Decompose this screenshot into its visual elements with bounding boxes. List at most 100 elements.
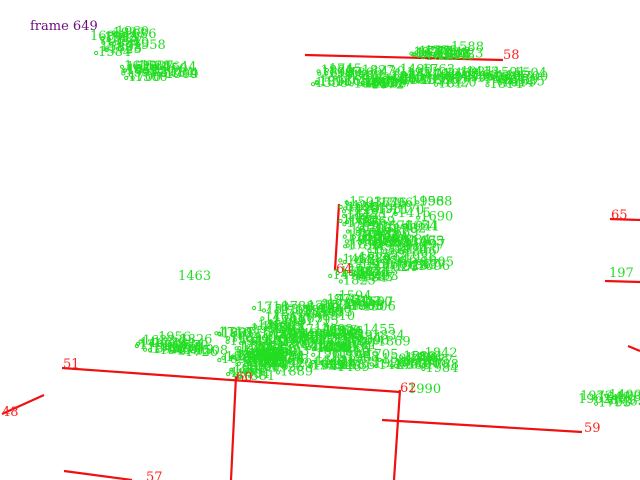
track-id-glyph: 1715 [306,314,339,329]
track-id-glyph: 1406 [264,311,297,326]
track-point [244,353,249,358]
track-id-glyph: 1804 [410,350,443,365]
track-label-1972: 1972 [580,389,613,404]
track-point [180,350,186,355]
track-point [439,81,444,86]
track-id-glyph: 1617 [438,77,471,92]
track-point [308,364,313,369]
track-point [322,298,327,303]
track-id-glyph: 1896 [255,346,288,361]
track-point [263,326,268,331]
track-point [343,244,348,249]
track-id-glyph: 1682 [317,340,350,355]
track-id-glyph: 1981 [377,202,410,217]
track-label-1525: 1525 [126,60,159,75]
track-point [380,258,385,263]
track-point [441,72,446,77]
track-point [342,213,347,219]
track-point [373,340,378,345]
track-id-glyph: 1427 [111,31,144,46]
segment-197 [604,279,640,284]
track-point [316,328,321,333]
track-point [374,363,379,369]
track-point [147,71,152,76]
track-point [340,343,345,348]
track-point [399,256,404,261]
track-point [251,352,256,357]
track-point [268,335,273,340]
track-point [248,361,253,366]
track-id-glyph: 1588 [419,194,452,209]
track-id-glyph: 1470 [435,46,468,61]
track-id-glyph: 1469 [337,360,370,375]
track-id-glyph: 1786 [346,216,379,231]
track-point [356,300,361,306]
track-point [389,363,394,368]
track-point [343,206,348,211]
track-point [121,71,126,76]
track-point [441,76,446,81]
track-point [344,270,349,275]
track-point [124,75,129,81]
track-point [349,82,354,87]
track-point [231,332,236,338]
track-id-glyph: 1902 [261,350,294,365]
track-id-glyph: 1951 [407,66,440,81]
track-id-glyph: 1923 [307,302,340,317]
track-id-glyph: 1838 [425,49,458,64]
track-point [407,240,412,245]
track-id-glyph: 1696 [356,334,389,349]
track-id-glyph: 1648 [332,358,365,373]
track-point [426,78,432,83]
track-point [268,331,273,336]
track-id-glyph: 1877 [420,353,453,368]
track-id-glyph: 1484 [408,67,441,82]
track-point [342,355,347,360]
track-point [338,218,343,224]
track-point [155,349,160,354]
track-id-glyph: 1524 [241,340,274,355]
track-id-glyph: 1584 [98,45,131,60]
track-id-glyph: 1529 [323,299,356,314]
track-point [501,78,506,83]
track-point [357,69,362,74]
track-point [402,263,407,268]
track-id-glyph: 1839 [392,72,425,87]
track-id-glyph: 1461 [354,201,387,216]
track-id-glyph: 1631 [344,74,377,89]
track-id-glyph: 1455 [363,323,396,338]
track-id-glyph: 1779 [297,313,330,328]
track-point [415,200,420,205]
track-id-glyph: 1834 [372,329,405,344]
track-point [104,47,109,53]
track-point [421,55,426,60]
track-point [345,200,350,205]
track-point [421,363,426,368]
track-point [405,356,410,361]
track-point [338,258,343,263]
track-id-glyph: 1726 [185,345,218,360]
track-point [507,80,512,85]
track-point [433,51,438,56]
track-point [94,50,99,56]
track-point [358,328,363,333]
track-point [371,237,376,242]
segment-48 [1,393,45,416]
track-id-glyph: 1790 [139,338,172,353]
track-point [320,329,325,334]
track-id-glyph: 1885 [426,73,459,88]
track-id-glyph: 1938 [294,338,327,353]
track-point [362,235,367,240]
track-id-glyph: 1404 [237,367,270,382]
track-id-glyph: 1620 [262,320,295,335]
track-id-glyph: 1793 [598,396,631,411]
track-id-glyph: 1838 [376,236,409,251]
segment-label-48: 48 [2,405,19,420]
track-id-glyph: 1616 [256,359,289,374]
track-id-glyph: 1594 [339,289,372,304]
track-label-1596: 1596 [380,196,413,211]
track-id-glyph: 1419 [446,71,479,86]
track-id-glyph: 1463 [613,395,640,410]
track-id-glyph: 1510 [322,309,355,324]
track-id-glyph: 1944 [303,303,336,318]
